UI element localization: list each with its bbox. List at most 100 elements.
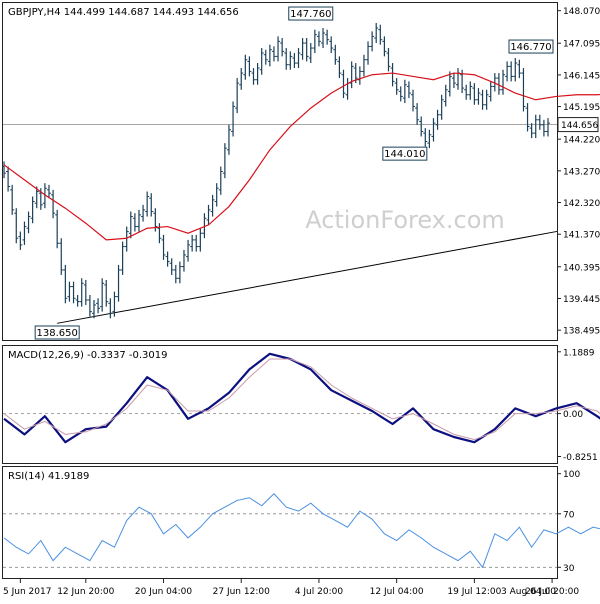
price-label: 146.770 <box>508 39 554 54</box>
price-tick-label: 138.495 <box>563 327 600 337</box>
price-bar <box>108 298 113 319</box>
price-bar <box>26 211 31 234</box>
watermark: ActionForex.com <box>305 206 505 234</box>
price-bar <box>496 73 501 95</box>
price-bar <box>296 48 301 69</box>
x-tick-label: 12 Jun 20:00 <box>57 587 114 597</box>
price-bar <box>116 264 121 302</box>
price-bar <box>529 123 534 139</box>
price-bar <box>505 61 510 82</box>
price-bar <box>541 119 546 137</box>
price-label-box <box>382 146 428 161</box>
price-bar <box>173 264 178 284</box>
price-bar <box>308 43 313 64</box>
price-bar <box>120 241 125 275</box>
price-bar <box>218 166 223 195</box>
price-bar <box>231 101 236 137</box>
price-tick-label: 139.445 <box>563 295 600 305</box>
macd-panel-frame <box>2 345 558 464</box>
price-bar <box>312 29 317 54</box>
price-bar <box>378 24 383 45</box>
price-bar <box>329 36 334 54</box>
price-bar <box>263 49 268 65</box>
price-bar <box>439 94 444 120</box>
price-bar <box>124 226 129 252</box>
price-bar <box>411 89 416 112</box>
price-bar <box>325 29 330 45</box>
x-tick-label: 4 Jul 20:00 <box>295 587 344 597</box>
price-bar <box>222 143 227 179</box>
price-tick-label: 144.220 <box>563 136 600 146</box>
price-bar <box>267 44 272 67</box>
macd-macd-line <box>3 352 600 444</box>
price-bar <box>472 83 477 105</box>
price-bar <box>517 59 522 79</box>
price-bar <box>18 231 23 250</box>
price-bar <box>398 86 403 102</box>
price-bar <box>402 79 407 104</box>
price-bar <box>104 279 109 307</box>
price-bar <box>456 68 461 90</box>
price-label-box <box>34 325 80 340</box>
price-bar <box>67 281 72 302</box>
price-bar <box>480 89 485 110</box>
rsi-tick-label: 70 <box>563 510 575 520</box>
price-bar <box>415 103 420 125</box>
price-bar <box>423 128 428 147</box>
price-bar <box>14 208 19 244</box>
price-bar <box>390 63 395 87</box>
price-label: 147.760 <box>288 6 334 21</box>
price-bar <box>186 239 191 262</box>
price-label-text: 144.010 <box>384 149 425 160</box>
price-bar <box>132 213 137 232</box>
current-price-label: 144.656 <box>561 121 598 131</box>
price-bar <box>251 68 256 85</box>
price-panel-frame <box>2 2 558 341</box>
moving-average-line <box>3 72 600 241</box>
rsi-tick-label: 30 <box>563 564 575 574</box>
price-bar <box>341 69 346 99</box>
price-bar <box>406 81 411 99</box>
price-bar <box>214 183 219 207</box>
price-bar <box>42 183 47 209</box>
price-bar <box>394 78 399 95</box>
macd-tick-label: -0.8251 <box>563 453 598 463</box>
price-bar <box>468 81 473 100</box>
price-bar <box>112 291 117 317</box>
price-bar <box>366 41 371 65</box>
price-label: 138.650 <box>34 325 80 340</box>
price-bar <box>141 204 146 222</box>
price-tick-label: 143.270 <box>563 167 600 177</box>
price-label-box <box>288 6 334 21</box>
price-label-text: 138.650 <box>36 328 77 339</box>
x-tick-label: 26 Jul 20:00 <box>525 587 579 597</box>
x-tick-label: 27 Jun 12:00 <box>213 587 270 597</box>
price-bar <box>427 129 432 149</box>
price-bar <box>206 204 211 225</box>
x-tick-label: 19 Jul 12:00 <box>447 587 501 597</box>
price-bar <box>210 194 215 217</box>
price-bar <box>451 73 456 89</box>
price-bar <box>476 88 481 105</box>
price-header: GBPJPY,H4 144.499 144.687 144.493 144.65… <box>8 7 239 18</box>
rsi-panel-frame <box>2 466 558 579</box>
price-bar <box>190 234 195 252</box>
price-bar <box>165 251 170 267</box>
price-bar <box>513 58 518 82</box>
x-tick-label: 12 Jul 04:00 <box>370 587 424 597</box>
price-bar <box>521 68 526 112</box>
price-bar <box>533 114 538 139</box>
price-bar <box>243 54 248 80</box>
price-label-text: 146.770 <box>510 42 551 53</box>
price-bar <box>271 46 276 62</box>
price-bar <box>2 161 6 179</box>
price-bar <box>136 209 141 232</box>
current-price-box <box>557 117 599 133</box>
price-bar <box>361 54 366 77</box>
price-bar <box>177 261 182 284</box>
price-bar <box>169 258 174 275</box>
price-bar <box>10 184 15 215</box>
price-bar <box>431 118 436 142</box>
price-bar <box>447 71 452 97</box>
